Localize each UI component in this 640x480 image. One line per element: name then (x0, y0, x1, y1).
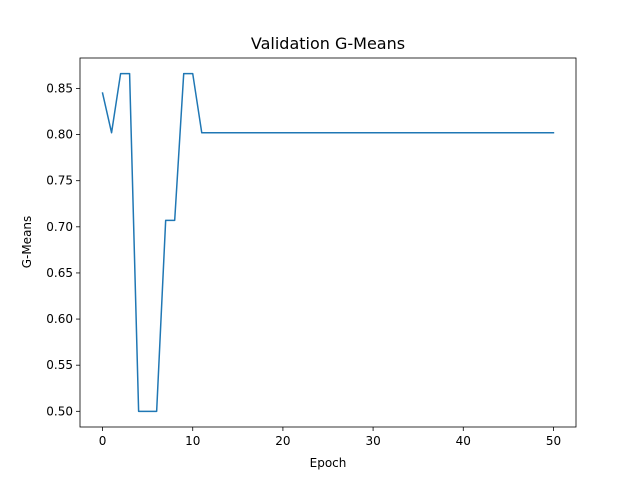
x-tick-label: 50 (546, 434, 561, 448)
x-tick-label: 0 (99, 434, 107, 448)
y-axis-label: G-Means (20, 216, 34, 269)
x-tick-label: 10 (185, 434, 200, 448)
x-tick-label: 30 (365, 434, 380, 448)
y-tick-label: 0.70 (46, 220, 73, 234)
series-line-0 (101, 72, 555, 413)
y-tick-label: 0.65 (46, 266, 73, 280)
y-tick-label: 0.75 (46, 174, 73, 188)
y-tick-label: 0.80 (46, 128, 73, 142)
y-tick-label: 0.60 (46, 312, 73, 326)
series-layer (101, 72, 555, 413)
x-tick-label: 20 (275, 434, 290, 448)
x-tick-label: 40 (456, 434, 471, 448)
x-axis-label: Epoch (310, 456, 347, 470)
y-tick-label: 0.50 (46, 404, 73, 418)
y-tick-label: 0.85 (46, 81, 73, 95)
y-tick-label: 0.55 (46, 358, 73, 372)
x-axis: 0 10 20 30 40 50 (99, 427, 561, 448)
y-axis: 0.50 0.55 0.60 0.65 0.70 0.75 0.80 0.85 (46, 81, 80, 418)
chart-title: Validation G-Means (251, 34, 405, 53)
plot-area (79, 57, 577, 428)
